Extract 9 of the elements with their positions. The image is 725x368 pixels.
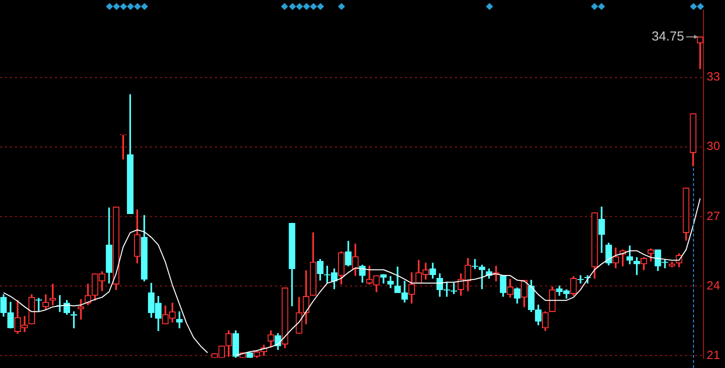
annotation: 34.75 bbox=[652, 28, 684, 44]
candlestick bbox=[176, 311, 183, 328]
y-tick-label: 30 bbox=[706, 139, 720, 154]
y-tick-label: 21 bbox=[706, 348, 720, 362]
candlestick bbox=[478, 264, 486, 290]
candlestick bbox=[577, 275, 584, 284]
y-tick-label: 33 bbox=[706, 70, 720, 84]
y-tick-label: 24 bbox=[706, 278, 720, 292]
y-tick-label: 27 bbox=[706, 208, 720, 223]
